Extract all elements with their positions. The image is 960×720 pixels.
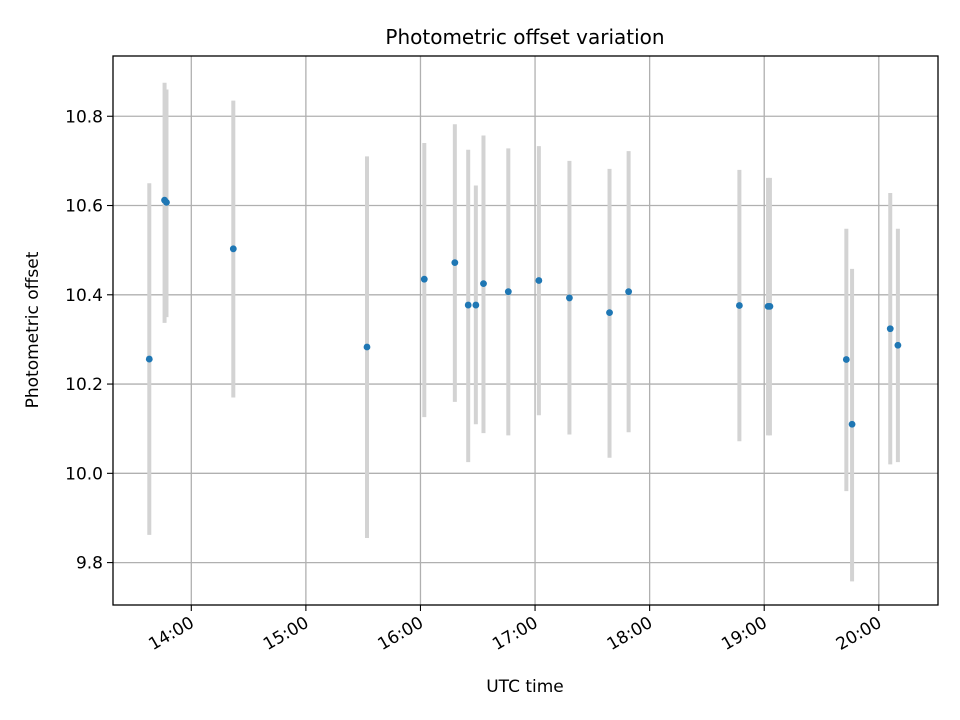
data-point: [606, 309, 613, 317]
data-point: [163, 199, 170, 206]
data-point: [363, 343, 371, 351]
y-tick-label: 10.0: [65, 464, 103, 484]
data-points: [145, 196, 902, 428]
data-point: [229, 245, 237, 253]
plot-frame: [112, 55, 939, 606]
y-tick-label: 10.4: [65, 286, 103, 306]
data-point: [472, 301, 480, 309]
y-tick-label: 9.8: [76, 554, 103, 574]
chart-title: Photometric offset variation: [385, 25, 664, 49]
data-point: [625, 288, 633, 296]
data-point: [886, 325, 894, 333]
data-point: [145, 355, 153, 363]
data-point: [894, 341, 902, 349]
data-point: [504, 288, 512, 296]
data-point: [464, 301, 472, 309]
y-axis-ticks: 9.8 10.0 10.2 10.4 10.6 10.8: [65, 107, 113, 574]
grid: [113, 56, 938, 605]
x-axis-label: UTC time: [486, 677, 564, 697]
data-point: [766, 302, 774, 310]
data-point: [535, 277, 543, 284]
y-tick-label: 10.2: [65, 375, 103, 395]
data-point: [842, 356, 850, 363]
data-point: [566, 294, 573, 302]
plot-area: [113, 56, 938, 605]
data-point: [420, 275, 428, 283]
data-point: [735, 302, 743, 309]
data-point: [480, 280, 487, 288]
data-point: [451, 259, 459, 267]
data-point: [848, 420, 856, 428]
y-axis-label: Photometric offset: [23, 251, 43, 408]
y-tick-label: 10.8: [65, 107, 103, 127]
y-tick-label: 10.6: [65, 197, 103, 217]
